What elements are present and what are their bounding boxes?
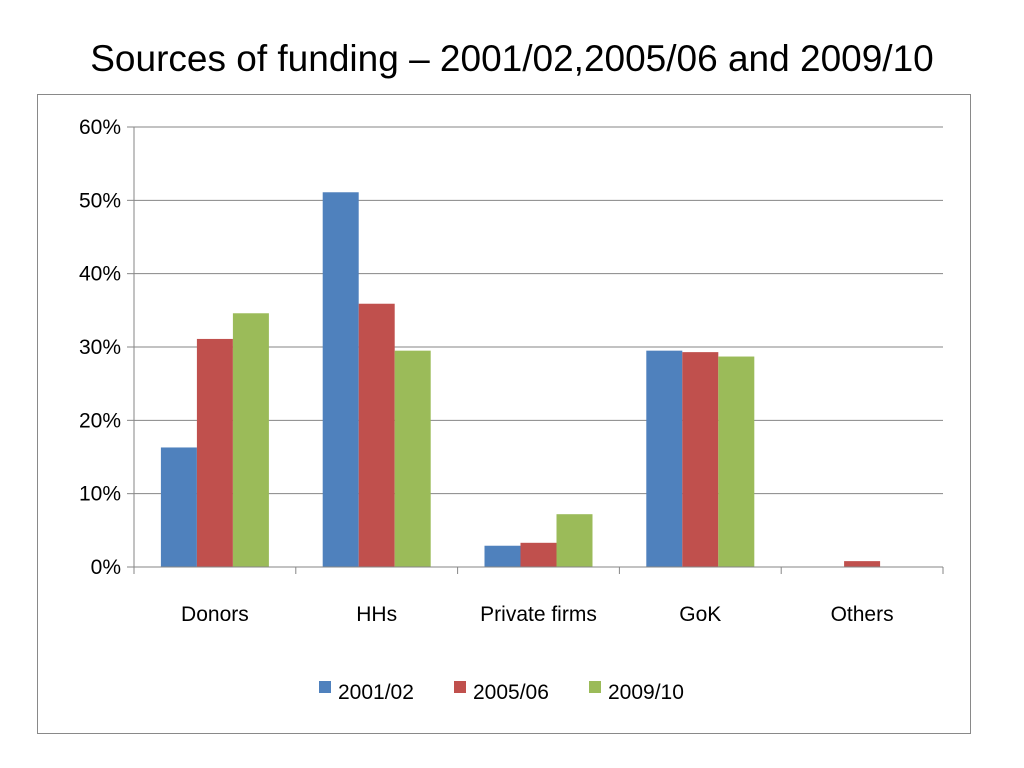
y-tick-label: 10% — [79, 483, 121, 506]
y-tick-label: 20% — [79, 409, 121, 432]
legend-swatch — [454, 681, 466, 693]
bar — [844, 561, 881, 567]
bar — [160, 447, 197, 567]
legend-label: 2005/06 — [473, 681, 549, 704]
slide-title: Sources of funding – 2001/02,2005/06 and… — [90, 38, 934, 79]
y-tick-label: 60% — [79, 116, 121, 139]
bar — [520, 542, 557, 567]
bar — [556, 514, 593, 567]
bar — [718, 356, 755, 567]
bar — [394, 350, 431, 567]
bar — [682, 352, 719, 567]
legend-label: 2009/10 — [608, 681, 684, 704]
y-tick-label: 40% — [79, 263, 121, 286]
bar — [232, 313, 269, 567]
bar — [358, 303, 395, 567]
bar — [196, 338, 233, 567]
x-tick-label: GoK — [679, 603, 721, 626]
legend-swatch — [589, 681, 601, 693]
x-tick-label: Donors — [181, 603, 249, 626]
bar — [322, 192, 359, 567]
y-tick-label: 0% — [91, 556, 121, 579]
bar — [646, 350, 683, 567]
y-tick-label: 50% — [79, 189, 121, 212]
legend-swatch — [319, 681, 331, 693]
bar — [484, 545, 521, 567]
y-tick-label: 30% — [79, 336, 121, 359]
legend-label: 2001/02 — [338, 681, 414, 704]
x-tick-label: Others — [831, 603, 894, 626]
x-tick-label: Private firms — [480, 603, 597, 626]
x-tick-label: HHs — [356, 603, 397, 626]
